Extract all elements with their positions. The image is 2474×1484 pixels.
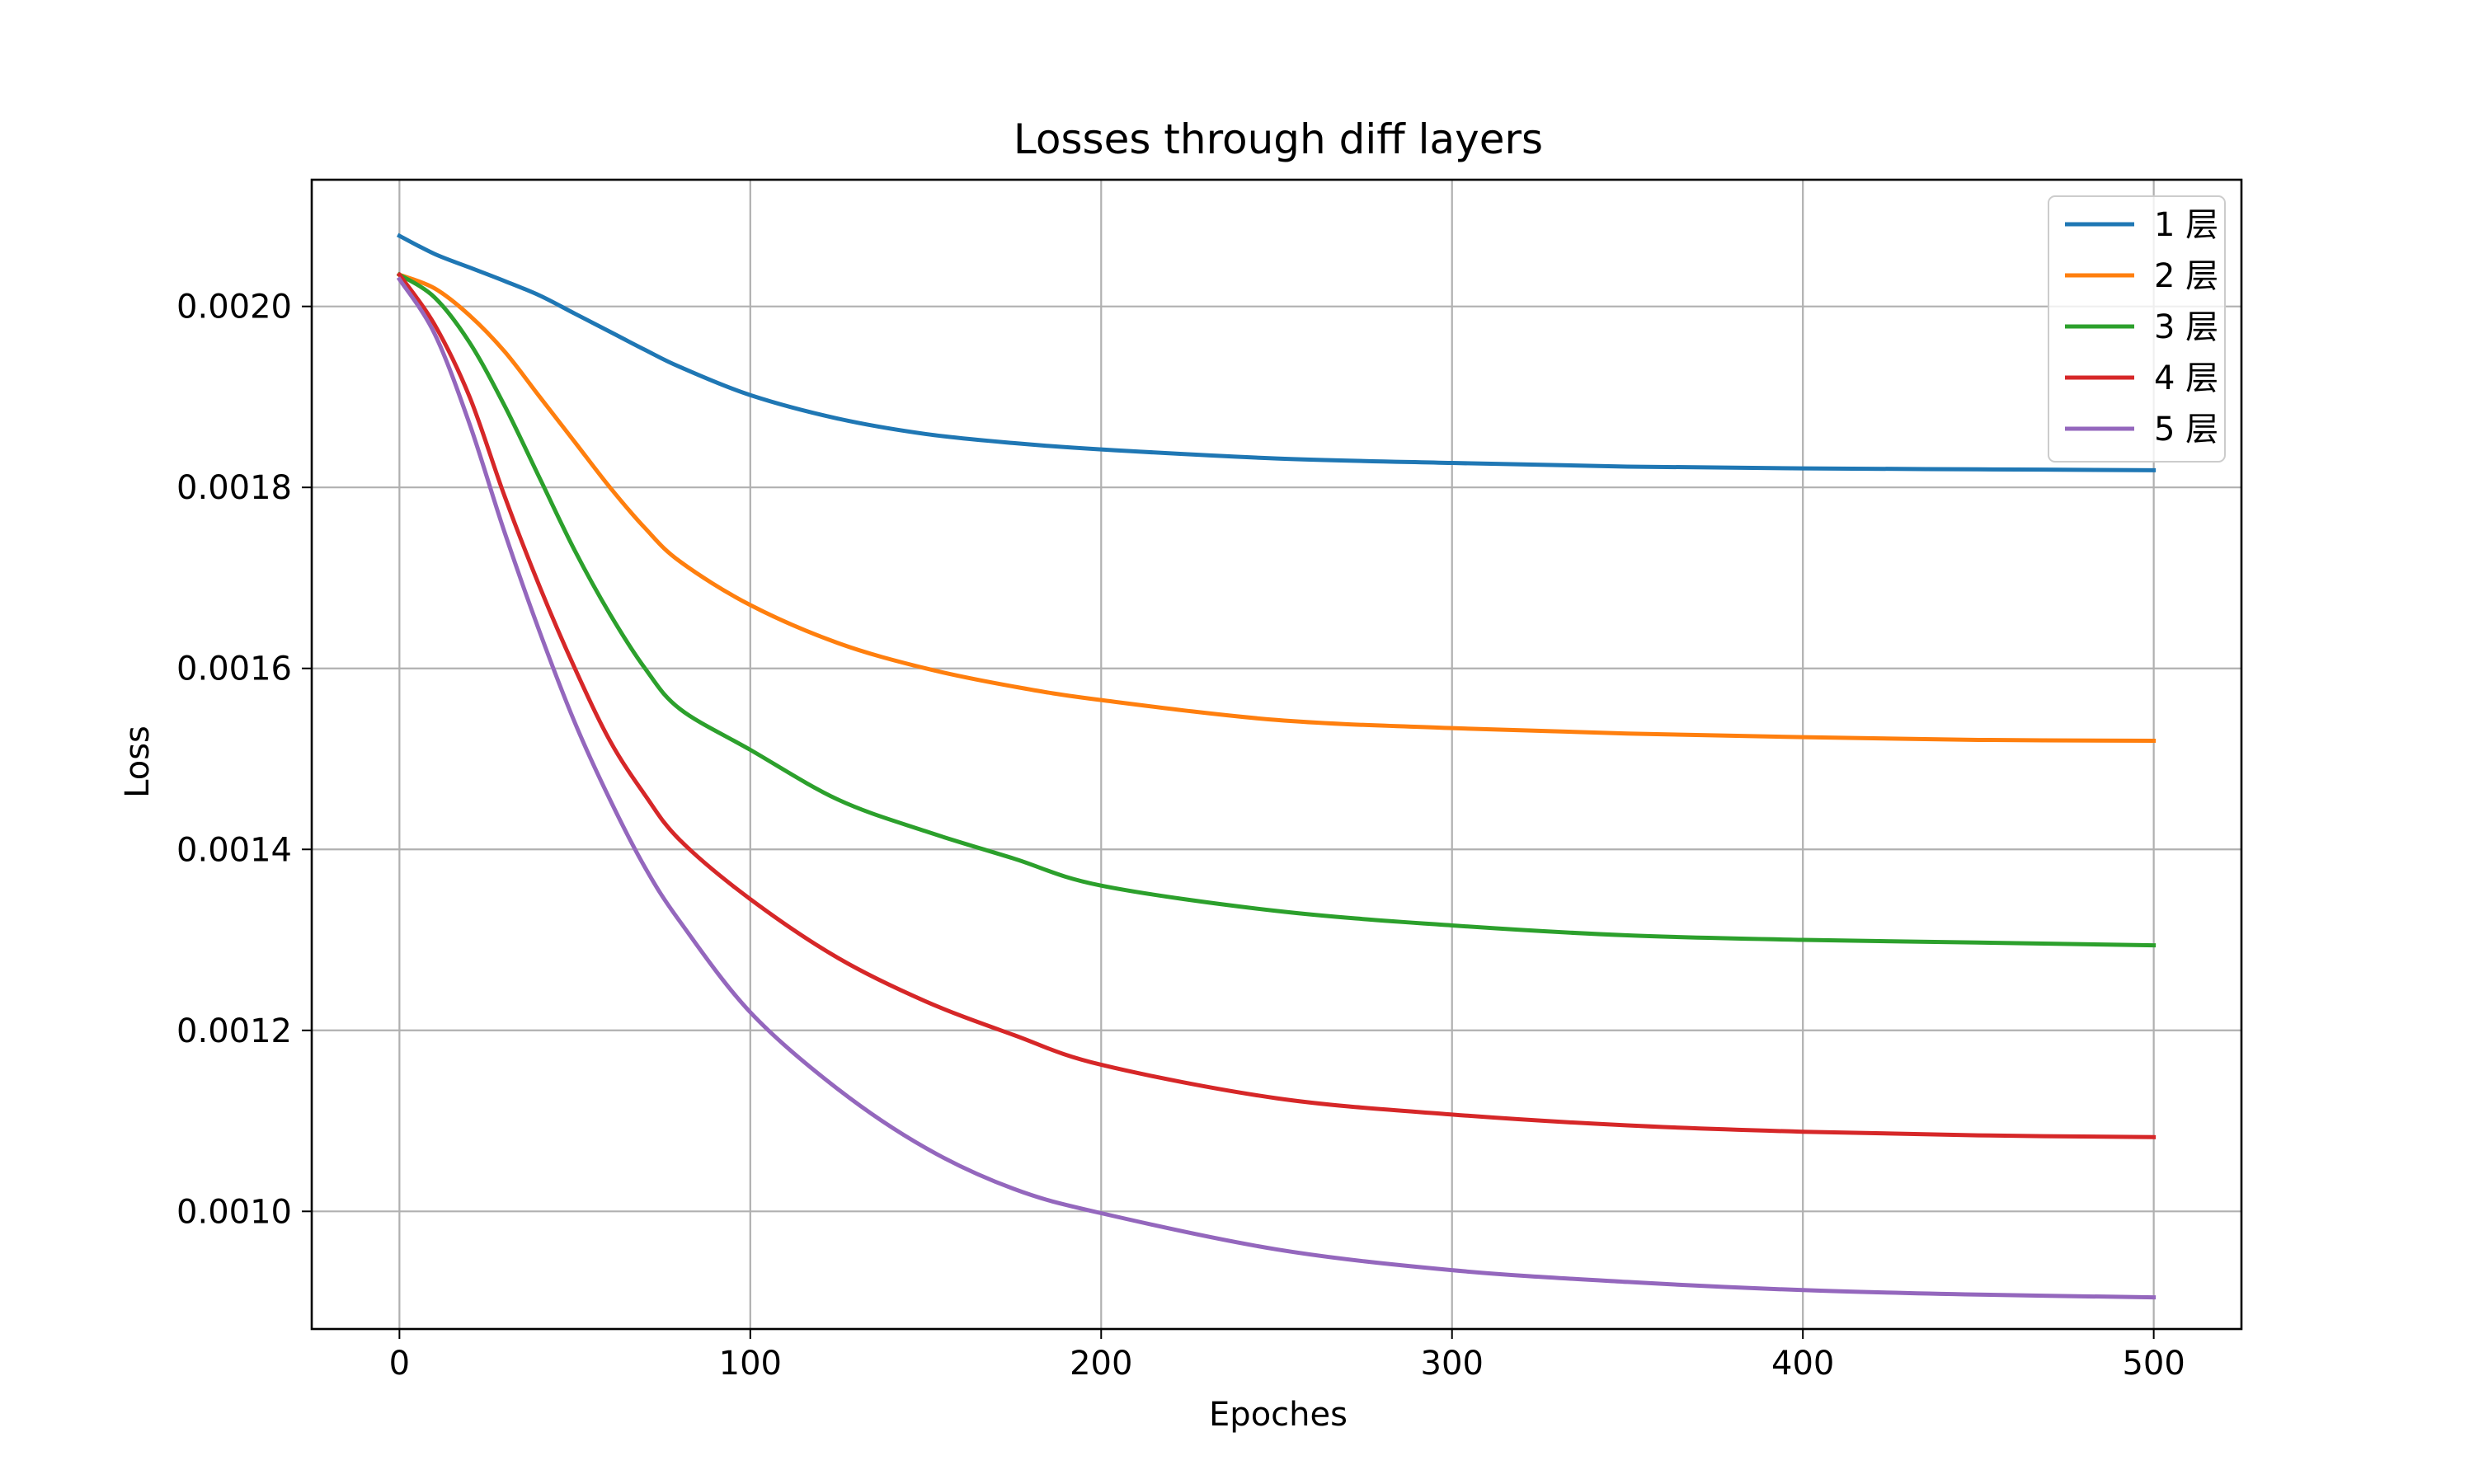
series-lines: [396, 232, 2157, 1300]
series-line-2: [397, 272, 2157, 744]
legend-label: 2 层: [2154, 257, 2218, 295]
y-tick-label: 0.0010: [176, 1193, 292, 1231]
y-tick-label: 0.0016: [176, 650, 292, 688]
y-tick-label: 0.0012: [176, 1012, 292, 1050]
axis-ticks: 0 100 200 300 400 500 0.0010 0.0012 0.0014 0.0016…: [176, 289, 2185, 1383]
series-line-5: [396, 276, 2157, 1300]
legend-label: 5 层: [2154, 411, 2218, 448]
series-line-3: [396, 271, 2157, 948]
series-line-1: [396, 232, 2157, 472]
legend-label: 1 层: [2154, 206, 2218, 244]
x-tick-label: 100: [719, 1345, 782, 1383]
chart-title: Losses through diff layers: [1014, 115, 1543, 163]
x-tick-label: 300: [1421, 1345, 1484, 1383]
x-axis-label: Epoches: [1209, 1396, 1348, 1434]
plot-frame: [310, 178, 2243, 1331]
y-axis-label: Loss: [119, 726, 157, 798]
x-tick-label: 500: [2122, 1345, 2185, 1383]
legend: 1 层 2 层 3 层 4 层 5 层: [2048, 195, 2226, 463]
legend-label: 3 层: [2154, 308, 2218, 346]
x-tick-label: 200: [1070, 1345, 1132, 1383]
y-tick-label: 0.0020: [176, 289, 292, 326]
legend-label: 4 层: [2154, 359, 2218, 397]
x-tick-label: 400: [1771, 1345, 1834, 1383]
y-tick-label: 0.0014: [176, 831, 292, 869]
legend-box: [2048, 195, 2226, 463]
y-tick-label: 0.0018: [176, 469, 292, 507]
series-line-4: [396, 271, 2157, 1139]
x-tick-label: 0: [389, 1345, 410, 1383]
